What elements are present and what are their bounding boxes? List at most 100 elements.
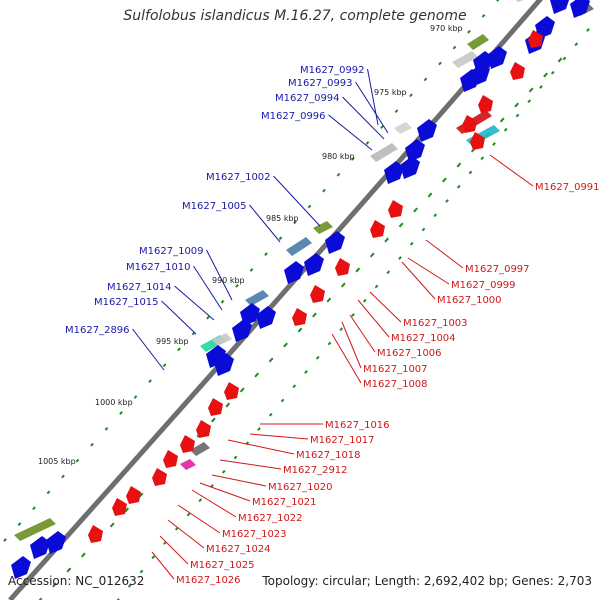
gc-dot [278,236,283,241]
reverse-gene-label: M1627_1003 [403,318,468,329]
grey-block [370,143,398,162]
gc-dot [254,372,260,378]
forward-gene-label: M1627_1015 [94,297,159,308]
reverse-gene-label: M1627_1024 [206,544,271,555]
gc-dot [365,141,370,145]
gc-dot [468,170,473,175]
label-leaders [132,68,534,580]
magenta-block [180,459,196,470]
reverse-label-leader [151,551,175,580]
gc-dot [127,583,132,588]
gc-dot [326,297,332,303]
gc-dot [384,237,390,243]
forward-gene-arrow [550,0,569,14]
gc-dot [186,512,191,517]
gc-dot [283,342,288,348]
gc-dot [492,142,496,146]
forward-label-leader [328,114,373,151]
forward-gene-arrow [325,231,345,254]
forward-gene-arrow [470,63,490,86]
gc-dot [206,315,210,320]
reverse-label-leader [167,519,205,549]
gc-dot [233,455,238,460]
forward-label-leader [132,328,165,371]
forward-gene-label: M1627_1005 [182,201,247,212]
gc-dot [221,469,226,474]
forward-gene-arrow [11,556,31,579]
reverse-label-leader [191,489,237,518]
gc-dot [452,45,457,50]
reverse-gene-label: M1627_1022 [238,513,303,524]
gc-dot [32,506,36,511]
reverse-gene-label: M1627_1004 [391,333,456,344]
grey-block [212,333,232,346]
reverse-label-leader [407,257,450,285]
darkgrey-block [190,442,210,456]
gc-dot [235,284,239,288]
forward-gene-label: M1627_0994 [275,93,340,104]
forward-gene-arrow [284,261,304,284]
gc-dot [438,61,442,66]
forward-gene-arrow [400,156,420,179]
gc-dot [528,87,534,93]
reverse-gene-label: M1627_1007 [363,364,428,375]
reverse-label-leader [369,291,402,323]
forward-gene-arrow [417,119,437,142]
forward-label-leader [206,249,233,301]
reverse-gene-arrow [196,420,211,438]
gc-dot [557,57,563,63]
olive-block [313,221,333,234]
forward-label-leader [193,265,223,311]
forward-gene-arrow [214,353,234,376]
gc-dot [268,357,274,363]
forward-label-leader [161,300,197,335]
gc-dot [398,222,404,228]
gc-dot [386,270,391,275]
gc-dot [293,220,297,225]
gc-dot [268,412,273,417]
gc-dot [312,312,317,318]
reverse-label-leader [401,261,436,300]
reverse-gene-arrow [335,258,350,276]
forward-gene-arrow [487,46,507,69]
gc-dot [423,77,428,82]
gc-dot [52,582,57,588]
gc-dot [374,284,379,289]
gc-dot [249,268,254,272]
reverse-gene-arrow [224,382,239,400]
coordinate-tick-label: 1000 kbp [95,398,133,407]
reverse-gene-label: M1627_1008 [363,379,428,390]
gc-dot [340,282,346,288]
gc-dot [109,522,115,528]
olive-block [467,34,489,50]
gc-dot [339,327,344,332]
reverse-gene-label: M1627_1025 [190,560,255,571]
gc-dot [442,177,447,183]
reverse-gene-label: M1627_1018 [296,450,361,461]
gc-dot [151,555,156,560]
reverse-gene-arrow [370,220,385,238]
gc-dot [550,70,555,75]
reverse-gene-label: M1627_1000 [437,295,502,306]
forward-gene-arrow [256,306,276,329]
reverse-gene-arrow [208,398,223,416]
gc-dot [380,125,384,129]
gc-dot [257,427,261,431]
gc-dot [456,184,461,189]
gc-dot [369,252,375,258]
gc-dot [514,102,520,108]
forward-gene-label: M1627_1002 [206,172,271,183]
reverse-gene-arrow [462,115,477,133]
gc-dot [46,490,51,495]
reverse-gene-arrow [152,468,167,486]
forward-gene-arrow [30,536,50,559]
gc-dot [467,29,471,34]
forward-gene-arrow [304,253,324,276]
feature-blocks [14,0,594,541]
reverse-label-leader [211,474,267,487]
gc-dot [322,188,326,193]
coordinate-tick-label: 1005 kbp [38,457,76,466]
reverse-label-leader [341,321,362,369]
gc-dot [351,156,355,161]
gc-dot [148,379,152,384]
